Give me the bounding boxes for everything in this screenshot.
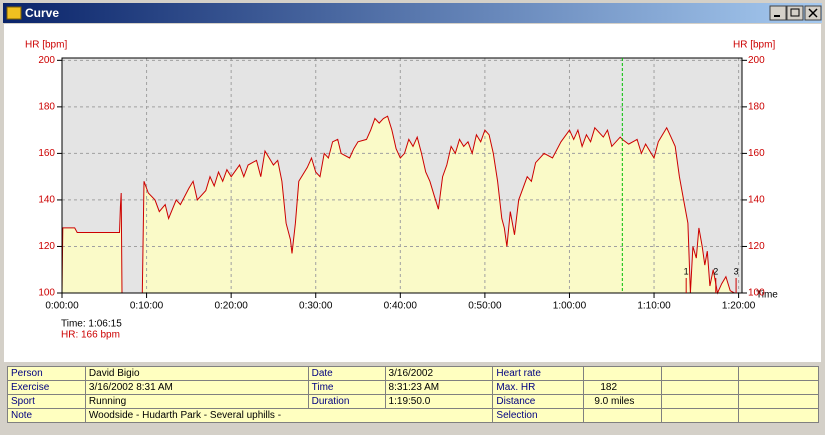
y2-tick-label: 200 xyxy=(748,55,765,66)
cell-value: David Bigio xyxy=(84,366,309,381)
cell-value: 3/16/2002 8:31 AM xyxy=(84,380,309,395)
cell-empty xyxy=(738,380,819,395)
x-axis-label: Time xyxy=(756,290,778,301)
cell-empty xyxy=(738,408,819,423)
lap-label: 3 xyxy=(734,266,739,276)
y-tick-label: 200 xyxy=(38,55,55,66)
minimize-button[interactable] xyxy=(769,5,787,21)
cell-label: Exercise xyxy=(7,380,86,395)
x-tick-label: 0:30:00 xyxy=(299,301,333,312)
x-tick-label: 1:00:00 xyxy=(553,301,587,312)
y-tick-label: 140 xyxy=(38,195,55,206)
cell-empty xyxy=(661,408,740,423)
window-buttons[interactable] xyxy=(769,5,822,21)
cell-value: 1:19:50.0 xyxy=(384,394,494,409)
y2-tick-label: 180 xyxy=(748,102,765,113)
x-tick-label: 0:00:00 xyxy=(45,301,79,312)
cell-value: Woodside - Hudarth Park - Several uphill… xyxy=(84,408,494,423)
cell-label: Max. HR xyxy=(492,380,585,395)
x-tick-label: 0:40:00 xyxy=(384,301,418,312)
x-tick-label: 0:20:00 xyxy=(214,301,248,312)
cursor-hr: HR: 166 bpm xyxy=(61,330,120,341)
cell-empty xyxy=(661,380,740,395)
y-tick-label: 160 xyxy=(38,148,55,159)
window-title: Curve xyxy=(25,6,59,20)
cell-value: 3/16/2002 xyxy=(384,366,494,381)
cell-value: 8:31:23 AM xyxy=(384,380,494,395)
y2-axis-label: HR [bpm] xyxy=(733,40,775,51)
info-table: Person David Bigio Date 3/16/2002 Heart … xyxy=(7,366,819,423)
cell-value: 9.0 miles xyxy=(583,394,663,409)
plot-border xyxy=(61,57,743,294)
maximize-icon xyxy=(790,8,800,17)
cell-empty xyxy=(583,366,663,381)
cell-label: Note xyxy=(7,408,86,423)
hr-area xyxy=(62,116,735,293)
cell-label: Person xyxy=(7,366,86,381)
x-tick-label: 0:10:00 xyxy=(130,301,164,312)
x-tick-label: 1:20:00 xyxy=(722,301,756,312)
cell-label: Distance xyxy=(492,394,585,409)
cursor-time: Time: 1:06:15 xyxy=(61,319,122,330)
cell-value: Running xyxy=(84,394,309,409)
y2-tick-label: 140 xyxy=(748,195,765,206)
cell-label: Sport xyxy=(7,394,86,409)
cell-empty xyxy=(661,394,740,409)
cell-empty xyxy=(661,366,740,381)
cell-label: Duration xyxy=(307,394,386,409)
cell-label: Date xyxy=(307,366,386,381)
y2-tick-label: 100 xyxy=(748,288,765,299)
y-tick-label: 120 xyxy=(38,241,55,252)
y-tick-label: 100 xyxy=(38,288,55,299)
y-axis-label: HR [bpm] xyxy=(25,40,67,51)
hr-line xyxy=(61,115,735,295)
y2-tick-label: 160 xyxy=(748,148,765,159)
lap-label: 1 xyxy=(684,266,689,276)
title-bar xyxy=(3,3,822,23)
cell-label: Selection xyxy=(492,408,585,423)
x-tick-label: 0:50:00 xyxy=(468,301,502,312)
maximize-button[interactable] xyxy=(786,5,804,21)
cell-label: Time xyxy=(307,380,386,395)
lap-label: 2 xyxy=(713,266,718,276)
cell-label: Heart rate xyxy=(492,366,585,381)
cell-empty xyxy=(738,366,819,381)
cell-empty xyxy=(738,394,819,409)
cell-value: 182 xyxy=(583,380,663,395)
x-tick-label: 1:10:00 xyxy=(637,301,671,312)
cell-empty xyxy=(583,408,663,423)
close-icon xyxy=(808,8,818,18)
y-tick-label: 180 xyxy=(38,102,55,113)
window-icon xyxy=(6,6,22,20)
y2-tick-label: 120 xyxy=(748,241,765,252)
